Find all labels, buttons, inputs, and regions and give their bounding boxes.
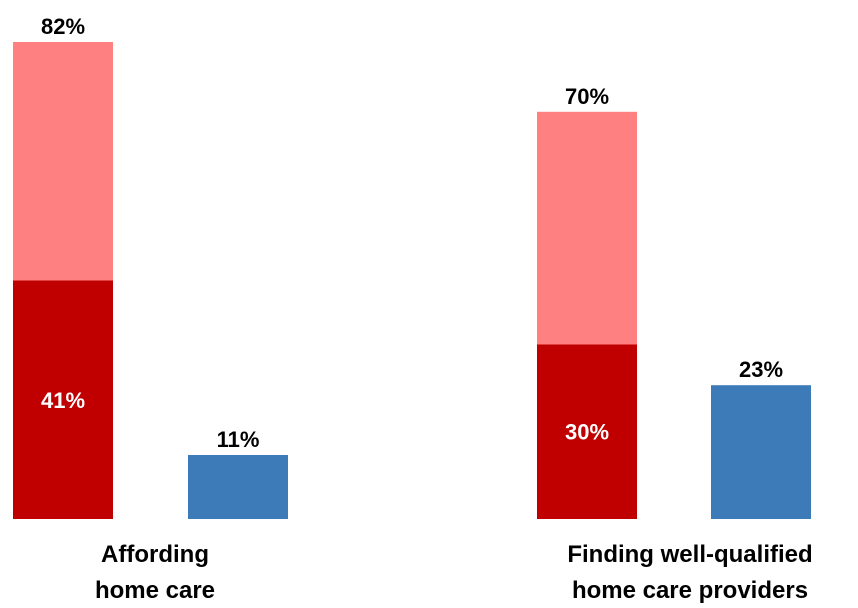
data-label-stacked-total-2: 70% xyxy=(565,84,609,109)
category-label-2-line-2: home care providers xyxy=(572,577,808,604)
data-label-single-2: 23% xyxy=(739,357,783,382)
data-label-stacked-lower-1: 41% xyxy=(41,388,85,413)
category-label-1-line-1: Affording xyxy=(101,541,209,568)
category-label-1-line-2: home care xyxy=(95,577,215,604)
bar-stacked-upper-2 xyxy=(537,111,637,345)
bar-single-1 xyxy=(188,455,288,519)
category-label-2-line-1: Finding well-qualified xyxy=(567,541,812,568)
data-label-single-1: 11% xyxy=(217,427,260,452)
bar-stacked-upper-1 xyxy=(13,42,113,281)
data-label-stacked-lower-2: 30% xyxy=(565,420,609,445)
bar-stacked-lower-1 xyxy=(13,280,113,519)
bar-stacked-lower-2 xyxy=(537,344,637,519)
bar-single-2 xyxy=(711,385,811,519)
data-label-stacked-total-1: 82% xyxy=(41,14,85,39)
